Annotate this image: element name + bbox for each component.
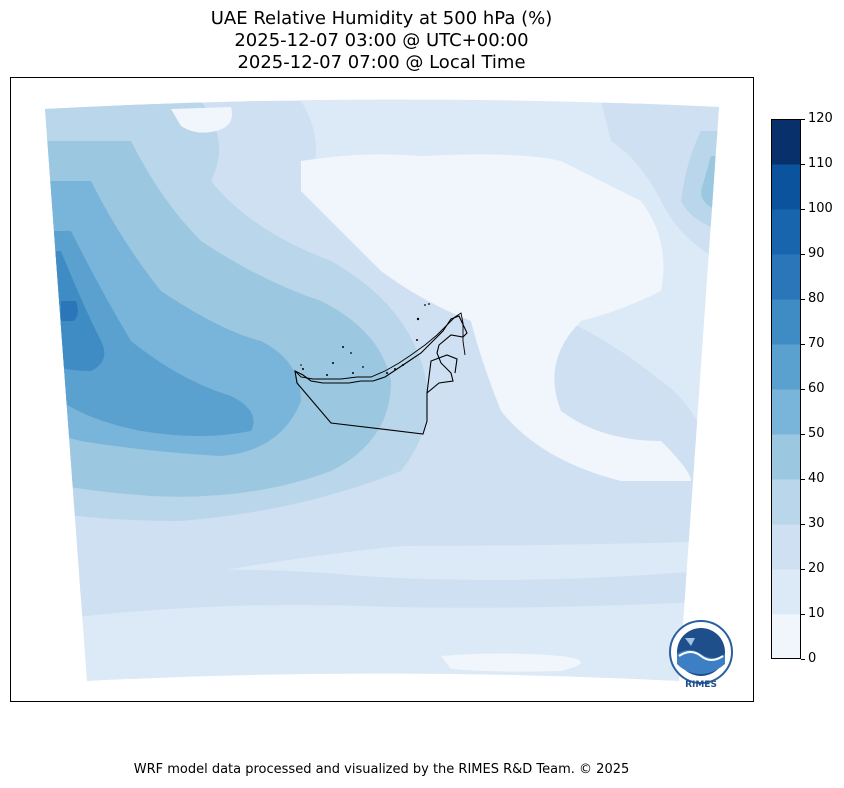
colorbar-tick-label: 40 xyxy=(808,471,825,486)
map-subtitle-local: 2025-12-07 07:00 @ Local Time xyxy=(237,52,526,73)
colorbar-tickmark xyxy=(801,389,805,390)
rh-band-20-30-south xyxy=(45,569,719,621)
colorbar-tick-label: 10 xyxy=(808,606,825,621)
colorbar-segment xyxy=(771,479,801,525)
colorbar-tickmark xyxy=(801,614,805,615)
uae-coastline xyxy=(294,312,466,380)
colorbar-segment xyxy=(771,344,801,390)
rh-band-60-70 xyxy=(45,231,254,436)
colorbar-tick-label: 30 xyxy=(808,516,825,531)
humidity-field xyxy=(45,99,719,682)
colorbar-tick-label: 70 xyxy=(808,336,825,351)
colorbar-tickmark xyxy=(801,344,805,345)
map-panel xyxy=(10,77,754,702)
colorbar-segment xyxy=(771,299,801,345)
colorbar-tick-label: 60 xyxy=(808,381,825,396)
colorbar-tickmark xyxy=(801,569,805,570)
colorbar-tick-label: 100 xyxy=(808,201,833,216)
rimes-logo-text: RIMES xyxy=(685,680,717,690)
colorbar-tick-label: 110 xyxy=(808,156,833,171)
uae-islands xyxy=(300,303,430,376)
colorbar-segment xyxy=(771,119,801,165)
rimes-logo: RIMES xyxy=(669,620,733,690)
colorbar-segment xyxy=(771,614,801,659)
colorbar-segment xyxy=(771,164,801,210)
colorbar-tick-label: 80 xyxy=(808,291,825,306)
colorbar-border xyxy=(771,119,801,659)
colorbar-tick-label: 90 xyxy=(808,246,825,261)
rh-band-0-10-south xyxy=(441,653,581,672)
colorbar-tickmark xyxy=(801,479,805,480)
colorbar-segment xyxy=(771,209,801,255)
rh-band-80-90 xyxy=(61,301,78,321)
colorbar-tickmark xyxy=(801,209,805,210)
colorbar-tickmark xyxy=(801,434,805,435)
colorbar-tickmark xyxy=(801,119,805,120)
colorbar-segment xyxy=(771,254,801,300)
colorbar-tickmark xyxy=(801,254,805,255)
credit-footer: WRF model data processed and visualized … xyxy=(133,762,630,777)
colorbar-tick-label: 20 xyxy=(808,561,825,576)
colorbar-tickmark xyxy=(801,659,805,660)
uae-boundary xyxy=(294,315,468,435)
colorbar-segment xyxy=(771,434,801,480)
rh-band-0-10-north xyxy=(301,154,691,482)
map-subtitle-utc: 2025-12-07 03:00 @ UTC+00:00 xyxy=(234,30,529,51)
colorbar-tickmark xyxy=(801,524,805,525)
colorbar-tickmark xyxy=(801,164,805,165)
colorbar-segment xyxy=(771,524,801,570)
colorbar-tick-label: 50 xyxy=(808,426,825,441)
colorbar-tickmark xyxy=(801,299,805,300)
rh-band-20-30-ne xyxy=(601,101,719,261)
colorbar-segment xyxy=(771,389,801,435)
colorbar-tick-label: 0 xyxy=(808,651,817,666)
rh-band-0-10-nw xyxy=(171,107,232,133)
map-title: UAE Relative Humidity at 500 hPa (%) xyxy=(210,8,553,29)
colorbar xyxy=(771,119,801,659)
colorbar-tick-label: 120 xyxy=(808,111,833,126)
colorbar-segment xyxy=(771,569,801,615)
